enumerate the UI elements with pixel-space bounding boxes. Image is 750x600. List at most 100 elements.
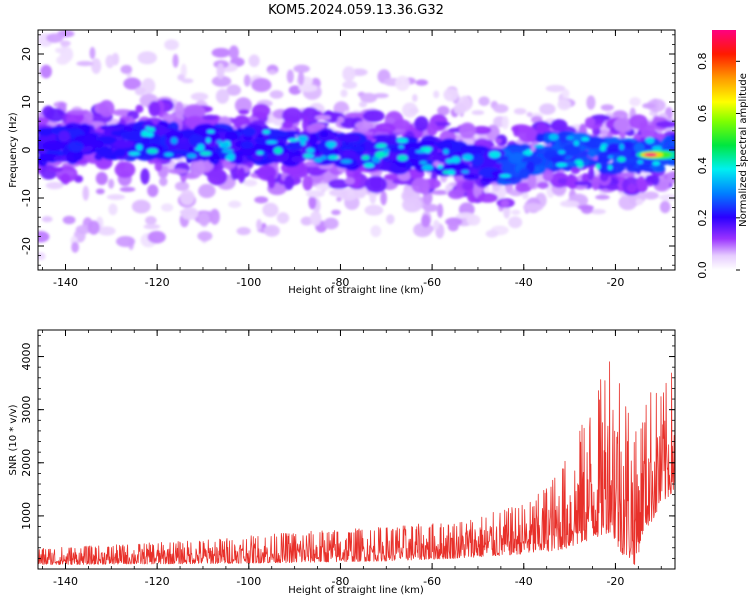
heatmap-cell — [613, 117, 634, 133]
heatmap-cell — [227, 152, 236, 160]
x-tick-label: -40 — [515, 575, 533, 588]
heatmap-cell — [542, 169, 554, 182]
colorbar-tick-label: 0.8 — [696, 53, 709, 71]
heatmap-cell — [154, 161, 163, 172]
heatmap-cell — [48, 166, 63, 173]
heatmap-cell — [503, 204, 511, 219]
heatmap-cell — [174, 181, 190, 192]
heatmap-cell — [625, 166, 643, 173]
heatmap-cell — [108, 203, 118, 216]
heatmap-cell — [656, 164, 666, 173]
heatmap-cell — [515, 182, 532, 193]
heatmap-cell — [58, 130, 71, 143]
heatmap-cell — [254, 196, 269, 204]
heatmap-cell — [320, 130, 329, 138]
heatmap-cell — [447, 221, 459, 232]
heatmap-cell — [95, 171, 108, 186]
heatmap-cell — [395, 75, 410, 91]
heatmap-cell — [276, 212, 290, 224]
heatmap-cell — [644, 152, 658, 157]
snr-x-axis: -140 -120 -100 -80 -60 -40 -20 — [42, 330, 662, 588]
heatmap-cell — [234, 97, 253, 114]
heatmap-cell — [642, 102, 656, 109]
heatmap-cell — [597, 151, 612, 164]
heatmap-cell — [471, 125, 492, 135]
heatmap-cell — [226, 84, 242, 96]
heatmap-cell — [328, 179, 350, 190]
spectrogram-x-label: Height of straight line (km) — [288, 285, 424, 296]
colorbar-tick-label: 0.4 — [696, 157, 709, 175]
heatmap-cell — [248, 54, 260, 68]
heatmap-cell — [134, 87, 146, 96]
heatmap-cell — [297, 135, 309, 143]
heatmap-cell — [555, 162, 568, 167]
heatmap-cell — [40, 64, 52, 79]
heatmap-cell — [327, 155, 340, 160]
heatmap-cell — [616, 172, 636, 178]
heatmap-cell — [392, 178, 415, 185]
heatmap-cell — [364, 204, 384, 216]
heatmap-cell — [113, 140, 135, 149]
heatmap-cell — [137, 51, 158, 65]
heatmap-cell — [291, 155, 306, 163]
heatmap-cell — [45, 181, 64, 190]
x-tick-label: -80 — [331, 575, 349, 588]
heatmap-cell — [201, 114, 219, 120]
heatmap-cell — [238, 109, 250, 115]
heatmap-cell — [119, 186, 136, 193]
heatmap-cell — [148, 101, 161, 117]
heatmap-cell — [499, 174, 512, 178]
heatmap-cell — [574, 180, 593, 186]
heatmap-cell — [110, 130, 132, 137]
heatmap-cell — [626, 183, 637, 193]
heatmap-cell — [437, 164, 443, 169]
heatmap-cell — [165, 131, 184, 140]
heatmap-cell — [581, 156, 589, 164]
heatmap-cell — [224, 130, 238, 141]
heatmap-cell — [340, 159, 353, 164]
heatmap-cell — [131, 199, 151, 214]
heatmap-cell — [298, 84, 318, 92]
heatmap-cell — [595, 163, 601, 170]
heatmap-cell — [573, 140, 580, 146]
heatmap-cell — [545, 84, 566, 93]
heatmap-cell — [411, 177, 430, 194]
heatmap-cell — [194, 146, 205, 152]
heatmap-cell — [424, 148, 431, 154]
heatmap-cell — [89, 46, 96, 60]
heatmap-cell — [358, 101, 368, 108]
heatmap-cell — [586, 95, 596, 110]
heatmap-cell — [433, 219, 440, 230]
heatmap-cell — [221, 142, 230, 149]
heatmap-cell — [310, 210, 322, 226]
heatmap-cell — [180, 207, 199, 221]
heatmap-cell — [587, 159, 600, 165]
heatmap-cell — [190, 160, 206, 177]
heatmap-cell — [637, 159, 644, 165]
heatmap-cell — [433, 90, 440, 99]
y-tick-label: 2000 — [20, 449, 33, 477]
heatmap-cell — [362, 109, 385, 123]
snr-y-label: SNR (10 * v/v) — [8, 404, 19, 475]
heatmap-cell — [396, 137, 409, 144]
heatmap-cell — [407, 146, 419, 160]
heatmap-cell — [188, 134, 205, 147]
heatmap-cell — [256, 218, 262, 231]
heatmap-cell — [513, 108, 527, 115]
heatmap-cell — [308, 195, 317, 210]
heatmap-cell — [340, 89, 348, 98]
heatmap-cell — [266, 140, 278, 144]
heatmap-cell — [108, 178, 115, 189]
heatmap-cell — [397, 154, 408, 162]
heatmap-cell — [177, 74, 185, 81]
heatmap-cell — [607, 143, 622, 153]
heatmap-cell — [636, 175, 646, 191]
heatmap-cell — [550, 119, 568, 132]
heatmap-cell — [459, 122, 477, 139]
heatmap-cell — [566, 174, 579, 190]
x-tick-label: -100 — [236, 276, 261, 289]
heatmap-cell — [342, 80, 358, 89]
heatmap-cell — [651, 173, 660, 186]
heatmap-cell — [170, 137, 178, 144]
heatmap-cell — [642, 191, 659, 200]
